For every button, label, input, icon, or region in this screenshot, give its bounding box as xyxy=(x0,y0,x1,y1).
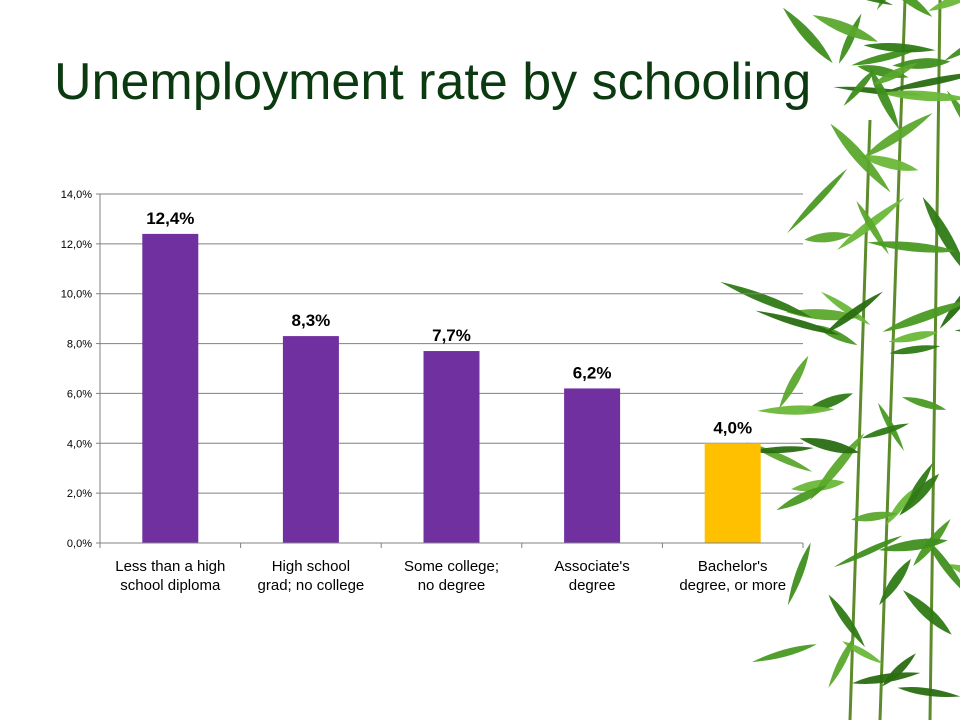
bamboo-leaf-icon xyxy=(856,201,889,255)
bamboo-leaf-icon xyxy=(863,113,933,158)
bamboo-leaf-icon xyxy=(858,155,919,171)
bamboo-leaf-icon xyxy=(828,635,856,688)
bar xyxy=(704,443,761,543)
bamboo-leaf-icon xyxy=(791,479,845,492)
bamboo-leaf-icon xyxy=(902,462,933,514)
y-tick-label: 2,0% xyxy=(67,488,92,500)
bamboo-leaf-icon xyxy=(799,438,860,454)
bamboo-leaf-icon xyxy=(746,446,814,454)
bamboo-leaf-icon xyxy=(779,355,809,409)
bamboo-leaf-icon xyxy=(851,48,921,66)
bar xyxy=(282,336,339,543)
bamboo-leaf-icon xyxy=(946,90,960,159)
x-tick-label: Some college; no degree xyxy=(404,558,499,594)
bamboo-leaf-icon xyxy=(879,558,911,606)
bamboo-leaf-icon xyxy=(888,331,939,343)
data-label: 4,0% xyxy=(713,418,752,437)
bamboo-leaf-icon xyxy=(825,291,883,334)
y-tick-label: 8,0% xyxy=(67,339,92,351)
bar xyxy=(564,388,621,543)
axes xyxy=(96,193,804,548)
bamboo-leaf-icon xyxy=(720,281,813,318)
bar xyxy=(142,233,199,543)
labels: 0,0% 2,0% 4,0% 6,0% 8,0% 10,0% 12,0% 14,0% 12,4%… xyxy=(61,189,786,594)
bamboo-leaf-icon xyxy=(882,653,916,687)
bamboo-leaf-icon xyxy=(852,672,921,684)
bamboo-leaf-icon xyxy=(804,232,853,243)
bamboo-leaf-icon xyxy=(861,423,910,439)
y-tick-label: 4,0% xyxy=(67,438,92,450)
bars xyxy=(142,233,761,543)
bamboo-leaf-icon xyxy=(922,197,960,277)
x-tick-label: Bachelor's degree, or more xyxy=(679,558,786,594)
bamboo-leaf-icon xyxy=(902,590,952,635)
bamboo-stem xyxy=(928,0,942,720)
y-tick-label: 0,0% xyxy=(67,538,92,550)
bamboo-leaf-icon xyxy=(851,511,898,522)
bamboo-leaf-icon xyxy=(867,241,957,253)
y-tick-label: 14,0% xyxy=(61,189,92,201)
data-label: 8,3% xyxy=(292,311,331,330)
bamboo-leaf-icon xyxy=(787,542,811,606)
bamboo-leaf-icon xyxy=(872,62,919,85)
bamboo-leaf-icon xyxy=(887,71,960,91)
data-label: 7,7% xyxy=(432,326,471,345)
y-tick-label: 12,0% xyxy=(61,239,92,251)
x-tick-label: Less than a high school diploma xyxy=(115,558,225,594)
bamboo-leaf-icon xyxy=(863,42,936,53)
bamboo-leaf-icon xyxy=(755,310,841,336)
bamboo-leaf-icon xyxy=(833,535,903,568)
bamboo-leaf-icon xyxy=(830,123,891,193)
bamboo-leaf-icon xyxy=(925,537,960,597)
bamboo-leaf-icon xyxy=(776,485,827,511)
bamboo-leaf-icon xyxy=(757,405,835,415)
bamboo-leaf-icon xyxy=(880,90,960,102)
y-tick-label: 10,0% xyxy=(61,289,92,301)
bamboo-leaf-icon xyxy=(787,168,848,234)
bamboo-leaf-icon xyxy=(828,594,865,647)
bar xyxy=(423,351,480,543)
bamboo-leaf-icon xyxy=(939,267,960,329)
data-label: 12,4% xyxy=(146,209,194,228)
data-label: 6,2% xyxy=(573,363,612,382)
bamboo-leaf-icon xyxy=(928,0,960,11)
bamboo-leaf-icon xyxy=(782,7,833,64)
bamboo-leaf-icon xyxy=(838,13,862,64)
bamboo-leaf-icon xyxy=(877,0,933,17)
bamboo-leaf-icon xyxy=(897,686,960,698)
bamboo-leaf-icon xyxy=(885,488,914,526)
bamboo-leaf-icon xyxy=(878,538,948,552)
y-tick-label: 6,0% xyxy=(67,388,92,400)
bamboo-leaf-icon xyxy=(882,299,960,332)
bamboo-leaf-icon xyxy=(843,68,876,106)
bamboo-leaf-icon xyxy=(812,14,878,42)
x-tick-label: Associate's degree xyxy=(554,558,629,594)
bamboo-leaf-icon xyxy=(751,644,817,663)
slide-title: Unemployment rate by schooling xyxy=(54,53,812,111)
bamboo-leaf-icon xyxy=(826,0,894,6)
x-tick-label: High school grad; no college xyxy=(258,558,365,594)
bamboo-leaf-icon xyxy=(901,396,947,410)
bamboo-leaf-icon xyxy=(889,345,941,355)
